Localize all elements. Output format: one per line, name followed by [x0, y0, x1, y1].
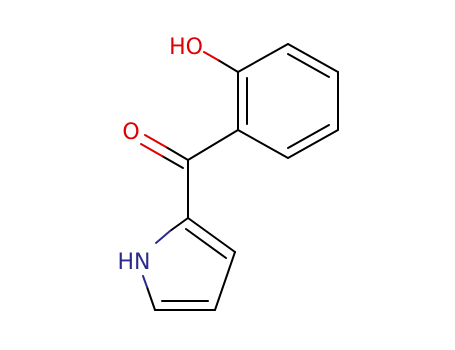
bonds [140, 43, 339, 311]
bond [287, 43, 339, 73]
bond [144, 134, 167, 148]
atom-label: O [122, 120, 139, 145]
bond [287, 124, 330, 149]
bond [203, 51, 219, 61]
bond [187, 129, 239, 161]
bond [142, 275, 148, 288]
bond [237, 129, 289, 159]
bond [169, 217, 189, 232]
bond [237, 43, 289, 73]
bond [287, 129, 339, 159]
bond [185, 228, 227, 259]
bond [214, 251, 236, 311]
bond [187, 217, 236, 253]
bond [165, 146, 189, 161]
bond [140, 143, 163, 157]
bond [155, 230, 171, 244]
atom-label: HO [169, 35, 203, 60]
bond [217, 59, 239, 73]
bond [146, 286, 156, 311]
bond [161, 155, 184, 169]
atom-label: HN [118, 250, 151, 275]
bond [287, 53, 330, 78]
